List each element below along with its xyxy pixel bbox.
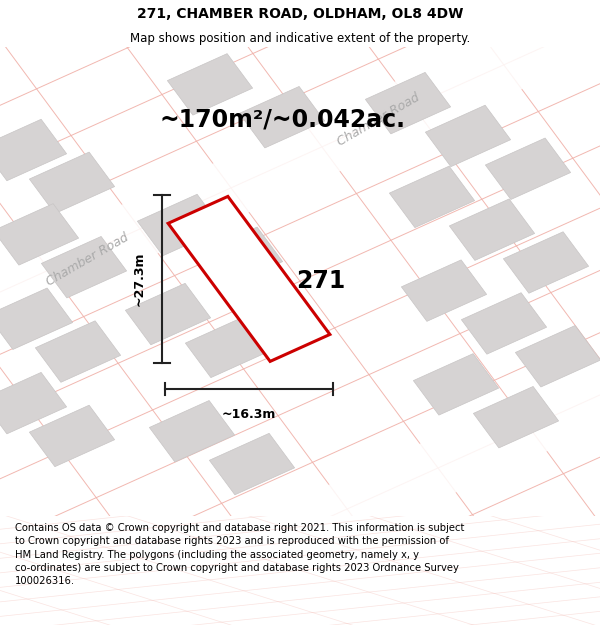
Polygon shape (41, 236, 127, 298)
Polygon shape (0, 0, 600, 505)
Polygon shape (209, 433, 295, 495)
Polygon shape (461, 292, 547, 354)
Polygon shape (168, 196, 330, 361)
Text: 271, CHAMBER ROAD, OLDHAM, OL8 4DW: 271, CHAMBER ROAD, OLDHAM, OL8 4DW (137, 7, 463, 21)
Polygon shape (197, 227, 283, 289)
Polygon shape (185, 316, 271, 378)
Polygon shape (449, 199, 535, 261)
Text: ~16.3m: ~16.3m (222, 408, 276, 421)
Polygon shape (35, 321, 121, 382)
Polygon shape (0, 151, 600, 625)
Polygon shape (0, 288, 73, 349)
Polygon shape (389, 166, 475, 228)
Text: 271: 271 (296, 269, 346, 293)
Polygon shape (365, 72, 451, 134)
Polygon shape (0, 119, 67, 181)
Polygon shape (0, 204, 79, 265)
Polygon shape (485, 138, 571, 199)
Polygon shape (473, 386, 559, 448)
Polygon shape (515, 326, 600, 387)
Text: ~170m²/~0.042ac.: ~170m²/~0.042ac. (159, 107, 405, 131)
Polygon shape (0, 372, 67, 434)
Text: Chamber Road: Chamber Road (335, 91, 421, 148)
Text: Contains OS data © Crown copyright and database right 2021. This information is : Contains OS data © Crown copyright and d… (15, 523, 464, 586)
Polygon shape (125, 283, 211, 345)
Polygon shape (401, 260, 487, 321)
Polygon shape (29, 152, 115, 214)
Polygon shape (503, 232, 589, 293)
Polygon shape (29, 405, 115, 467)
Text: Chamber Road: Chamber Road (44, 231, 130, 289)
Polygon shape (425, 105, 511, 167)
Polygon shape (239, 86, 325, 148)
Text: Map shows position and indicative extent of the property.: Map shows position and indicative extent… (130, 32, 470, 45)
Polygon shape (137, 194, 223, 256)
Polygon shape (413, 354, 499, 415)
Polygon shape (167, 54, 253, 115)
Polygon shape (149, 401, 235, 462)
Text: ~27.3m: ~27.3m (133, 252, 146, 306)
